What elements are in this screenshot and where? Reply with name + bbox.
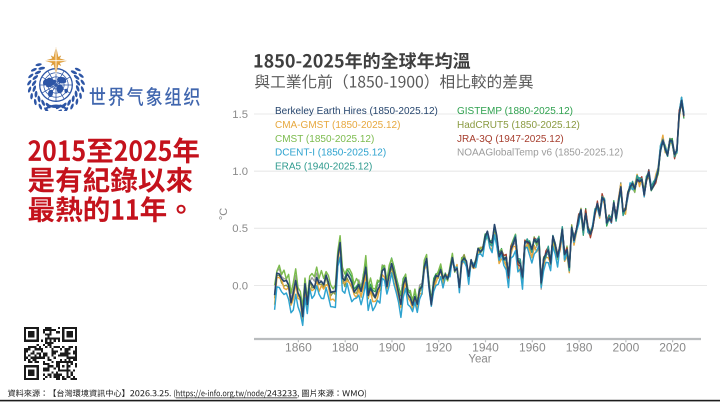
svg-text:CMA-GMST (1850-2025.12): CMA-GMST (1850-2025.12): [275, 120, 400, 131]
svg-text:2000: 2000: [613, 341, 640, 355]
svg-text:GISTEMP (1880-2025.12): GISTEMP (1880-2025.12): [457, 106, 573, 117]
svg-text:ERA5 (1940-2025.12): ERA5 (1940-2025.12): [275, 161, 372, 172]
svg-text:CMST (1850-2025.12): CMST (1850-2025.12): [275, 134, 374, 145]
svg-text:1.0: 1.0: [232, 166, 248, 178]
svg-text:1860: 1860: [285, 341, 312, 355]
svg-text:HadCRUT5 (1850-2025.12): HadCRUT5 (1850-2025.12): [457, 120, 580, 131]
svg-text:1.5: 1.5: [232, 109, 248, 121]
svg-text:DCENT-I (1850-2025.12): DCENT-I (1850-2025.12): [275, 148, 386, 159]
svg-text:1920: 1920: [425, 341, 452, 355]
svg-text:Berkeley Earth Hires (1850-202: Berkeley Earth Hires (1850-2025.12): [275, 106, 438, 117]
svg-text:Year: Year: [468, 354, 491, 366]
svg-text:JRA-3Q (1947-2025.12): JRA-3Q (1947-2025.12): [457, 134, 564, 145]
svg-text:1960: 1960: [519, 341, 546, 355]
svg-text:1980: 1980: [566, 341, 593, 355]
svg-text:NOAAGlobalTemp v6 (1850-2025.1: NOAAGlobalTemp v6 (1850-2025.12): [457, 148, 623, 159]
svg-text:0.0: 0.0: [232, 280, 248, 292]
svg-text:°C: °C: [218, 208, 230, 220]
svg-text:1880: 1880: [332, 341, 359, 355]
svg-text:1900: 1900: [379, 341, 406, 355]
svg-text:2020: 2020: [659, 341, 686, 355]
svg-text:1940: 1940: [472, 341, 499, 355]
svg-text:0.5: 0.5: [232, 223, 248, 235]
